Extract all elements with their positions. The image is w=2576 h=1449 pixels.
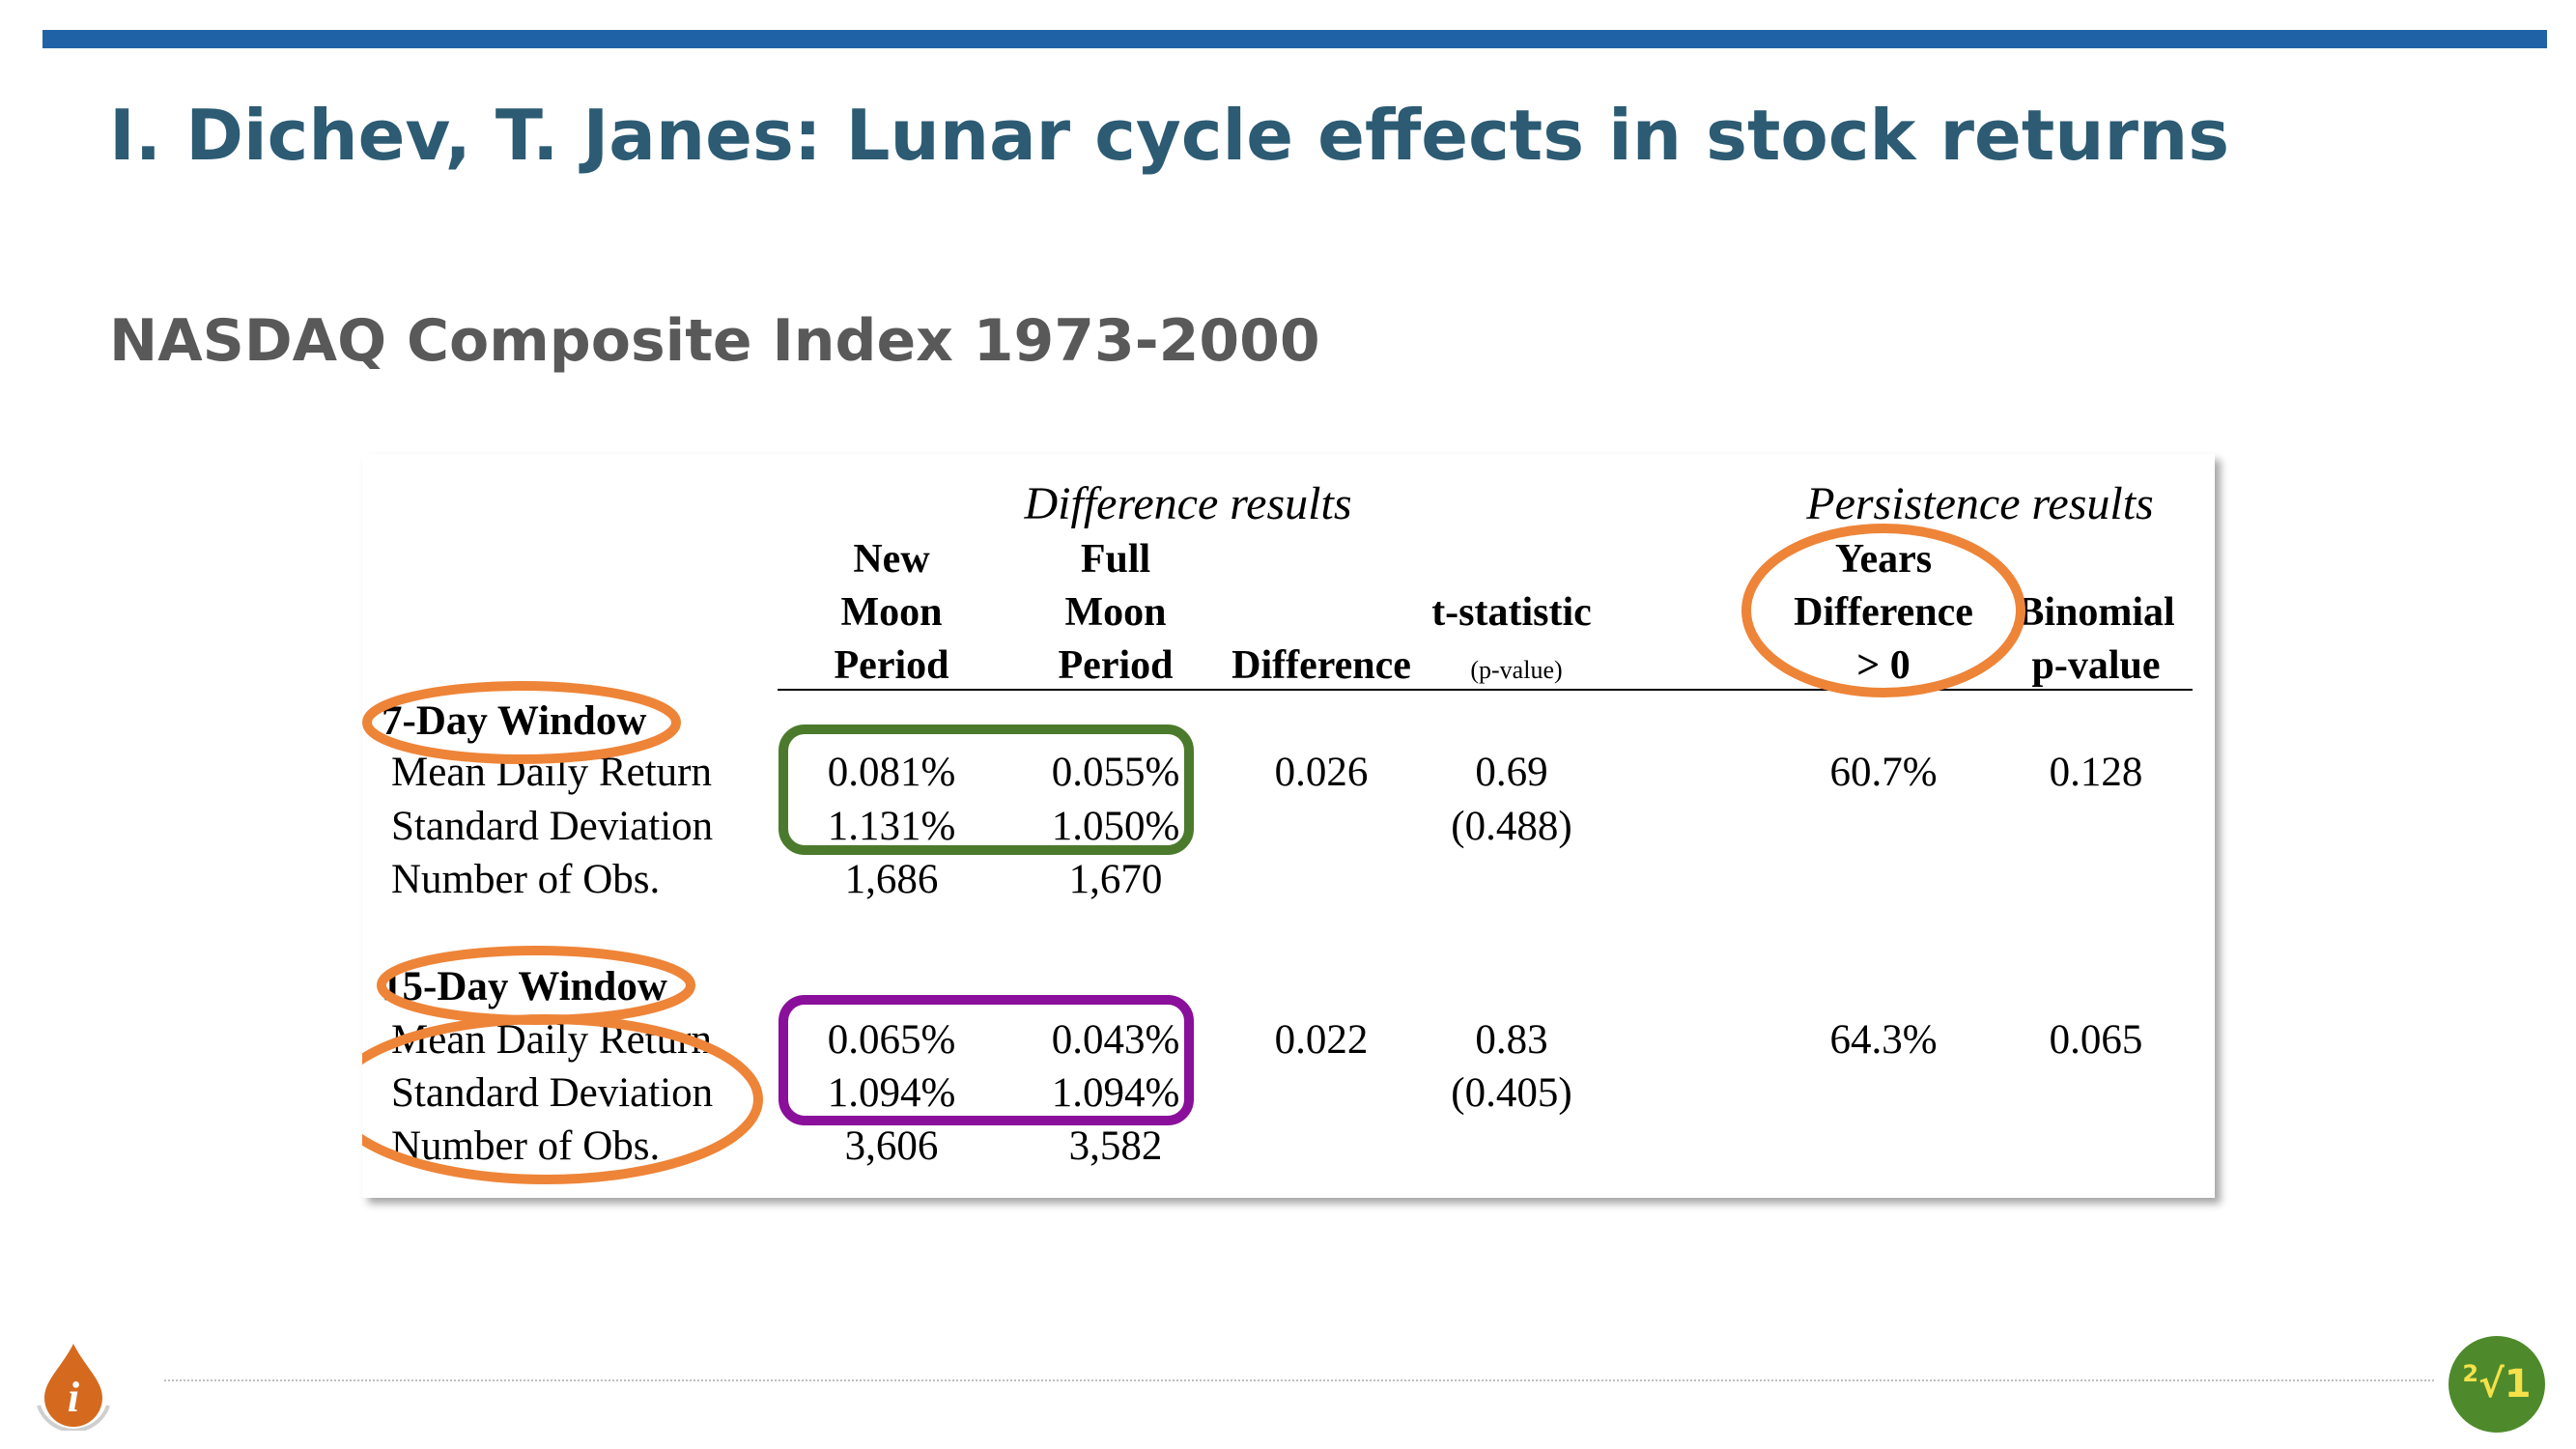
cell-7-obs-full: 1,670 (1069, 857, 1163, 902)
col-new-moon-2: Moon (841, 590, 943, 635)
cell-7-p-value: (0.488) (1451, 804, 1571, 849)
info-logo-glyph: i (68, 1374, 80, 1421)
cell-7-binomial: 0.128 (2050, 750, 2143, 795)
window-7-day-label: 7-Day Window (382, 698, 646, 744)
results-table-image: Difference results Persistence results N… (362, 454, 2215, 1198)
slide-subtitle: NASDAQ Composite Index 1973-2000 (109, 307, 1320, 375)
cell-7-sd-new: 1.131% (828, 804, 956, 849)
slide-title: I. Dichev, T. Janes: Lunar cycle effects… (109, 95, 2230, 176)
cell-7-sd-full: 1.050% (1052, 804, 1180, 849)
cell-15-t-stat: 0.83 (1475, 1017, 1547, 1063)
info-logo-icon: i (37, 1344, 110, 1431)
cell-15-mean-new: 0.065% (828, 1017, 956, 1063)
col-full-moon-2: Moon (1065, 590, 1167, 635)
cell-15-p-value: (0.405) (1451, 1070, 1571, 1116)
row-label-obs-7: Number of Obs. (391, 857, 660, 902)
highlight-7-day-window (362, 681, 681, 764)
col-binomial-1: Binomial (2017, 590, 2174, 635)
footer-divider (164, 1379, 2434, 1381)
col-t-statistic: t-statistic (1431, 590, 1592, 635)
results-table: Difference results Persistence results N… (362, 478, 2193, 1184)
cell-15-years-diff: 64.3% (1829, 1017, 1937, 1063)
brand-logo: 2 √1 (2449, 1336, 2545, 1433)
cell-15-mean-full: 0.043% (1052, 1017, 1180, 1063)
cell-15-sd-full: 1.094% (1052, 1070, 1180, 1116)
col-full-moon-3: Period (1059, 643, 1174, 688)
cell-15-obs-new: 3,606 (845, 1123, 939, 1169)
cell-7-years-diff: 60.7% (1829, 750, 1937, 795)
col-new-moon-3: Period (835, 643, 949, 688)
row-label-sd-15: Standard Deviation (391, 1070, 713, 1116)
cell-15-binomial: 0.065 (2050, 1017, 2143, 1063)
highlight-7-day-values (778, 724, 1194, 855)
row-label-obs-15: Number of Obs. (391, 1123, 660, 1169)
highlight-years-difference (1741, 524, 2025, 697)
col-binomial-2: p-value (2031, 643, 2160, 688)
col-years-diff-2: Difference (1794, 590, 1973, 635)
brand-logo-sup: 2 (2462, 1360, 2479, 1387)
cell-7-mean-full: 0.055% (1052, 750, 1180, 795)
highlight-15-day-rows (362, 1014, 763, 1184)
cell-7-mean-new: 0.081% (828, 750, 956, 795)
top-accent-bar (42, 30, 2547, 48)
persistence-results-header: Persistence results (1805, 478, 2153, 529)
col-years-diff-1: Years (1835, 537, 1932, 582)
cell-15-mean-diff: 0.022 (1275, 1017, 1369, 1063)
difference-results-header: Difference results (1023, 478, 1351, 529)
col-t-statistic-sub: (p-value) (1470, 656, 1562, 684)
row-label-sd-7: Standard Deviation (391, 804, 713, 849)
cell-7-obs-new: 1,686 (845, 857, 939, 902)
cell-7-mean-diff: 0.026 (1275, 750, 1369, 795)
window-15-day-label: 15-Day Window (382, 964, 667, 1009)
col-full-moon-1: Full (1081, 537, 1150, 582)
col-difference: Difference (1231, 643, 1411, 688)
highlight-15-day-values (778, 995, 1194, 1125)
col-new-moon-1: New (853, 537, 930, 582)
col-years-diff-3: > 0 (1856, 643, 1910, 688)
cell-15-sd-new: 1.094% (828, 1070, 956, 1116)
cell-7-t-stat: 0.69 (1475, 750, 1547, 795)
brand-logo-text: √1 (2478, 1362, 2532, 1406)
cell-15-obs-full: 3,582 (1069, 1123, 1163, 1169)
